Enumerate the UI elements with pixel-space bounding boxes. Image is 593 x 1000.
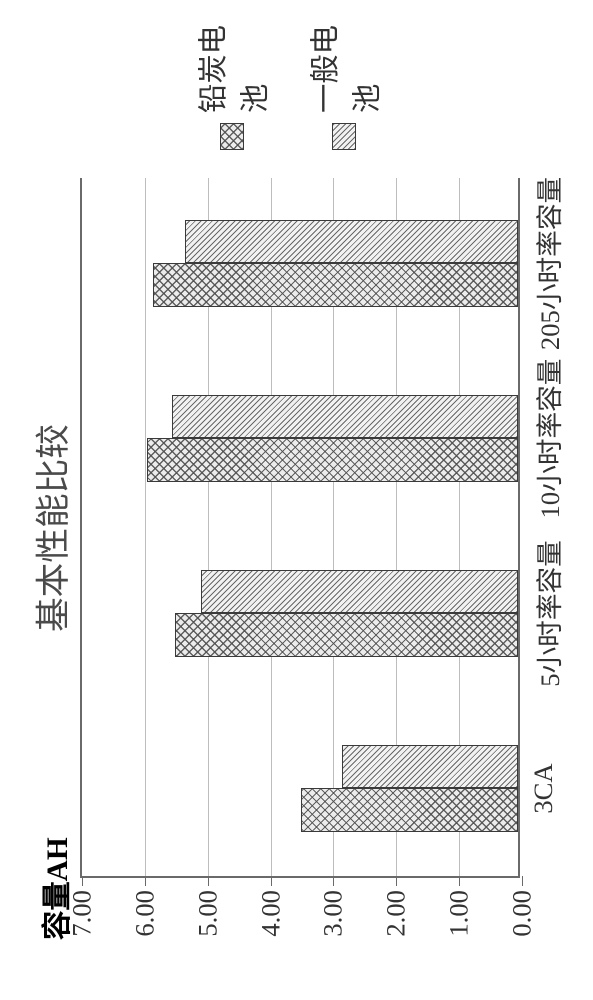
bar bbox=[201, 570, 518, 614]
x-category-label: 205小时率容量 bbox=[518, 177, 567, 350]
legend-item: 一般电池 bbox=[302, 0, 386, 150]
legend-swatch bbox=[332, 123, 356, 150]
legend-swatch bbox=[220, 123, 244, 150]
y-tick-label: 6.00 bbox=[129, 876, 160, 937]
y-tick-label: 2.00 bbox=[381, 876, 412, 937]
bar bbox=[342, 745, 518, 789]
y-tick-label: 5.00 bbox=[192, 876, 223, 937]
y-tick-label: 7.00 bbox=[67, 876, 98, 937]
bar bbox=[175, 614, 518, 658]
bar bbox=[147, 439, 518, 483]
y-tick-label: 3.00 bbox=[318, 876, 349, 937]
chart-title: 基本性能比较 bbox=[25, 178, 75, 878]
legend-label: 铅炭电池 bbox=[190, 0, 274, 113]
x-category-label: 3CA bbox=[518, 763, 559, 813]
legend: 铅炭电池一般电池 bbox=[190, 0, 414, 150]
legend-item: 铅炭电池 bbox=[190, 0, 274, 150]
y-tick-label: 1.00 bbox=[444, 876, 475, 937]
legend-label: 一般电池 bbox=[302, 0, 386, 113]
plot-area: 0.001.002.003.004.005.006.007.003CA5小时率容… bbox=[80, 178, 520, 878]
y-tick-label: 4.00 bbox=[255, 876, 286, 937]
bar bbox=[172, 395, 518, 439]
y-tick-label: 0.00 bbox=[507, 876, 538, 937]
bar bbox=[301, 789, 518, 833]
x-category-label: 5小时率容量 bbox=[518, 540, 567, 687]
bar bbox=[185, 220, 518, 264]
gridline bbox=[145, 178, 146, 876]
x-category-label: 10小时率容量 bbox=[518, 359, 567, 519]
bar bbox=[153, 264, 518, 308]
